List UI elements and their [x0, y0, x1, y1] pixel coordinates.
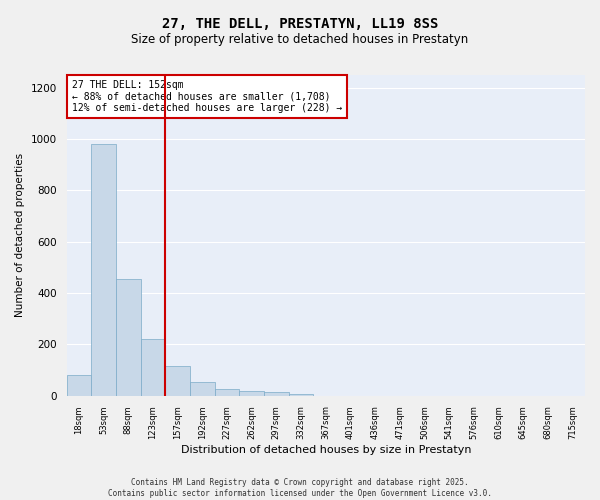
Bar: [67, 375, 91, 396]
Text: 27, THE DELL, PRESTATYN, LL19 8SS: 27, THE DELL, PRESTATYN, LL19 8SS: [162, 18, 438, 32]
Bar: [264, 392, 289, 396]
Bar: [215, 390, 239, 396]
Text: 27 THE DELL: 152sqm
← 88% of detached houses are smaller (1,708)
12% of semi-det: 27 THE DELL: 152sqm ← 88% of detached ho…: [72, 80, 342, 113]
X-axis label: Distribution of detached houses by size in Prestatyn: Distribution of detached houses by size …: [181, 445, 471, 455]
Bar: [190, 382, 215, 396]
Bar: [116, 279, 140, 396]
Bar: [140, 340, 165, 396]
Text: Contains HM Land Registry data © Crown copyright and database right 2025.
Contai: Contains HM Land Registry data © Crown c…: [108, 478, 492, 498]
Bar: [289, 394, 313, 396]
Bar: [91, 144, 116, 396]
Y-axis label: Number of detached properties: Number of detached properties: [15, 154, 25, 318]
Text: Size of property relative to detached houses in Prestatyn: Size of property relative to detached ho…: [131, 32, 469, 46]
Bar: [165, 366, 190, 396]
Bar: [239, 390, 264, 396]
